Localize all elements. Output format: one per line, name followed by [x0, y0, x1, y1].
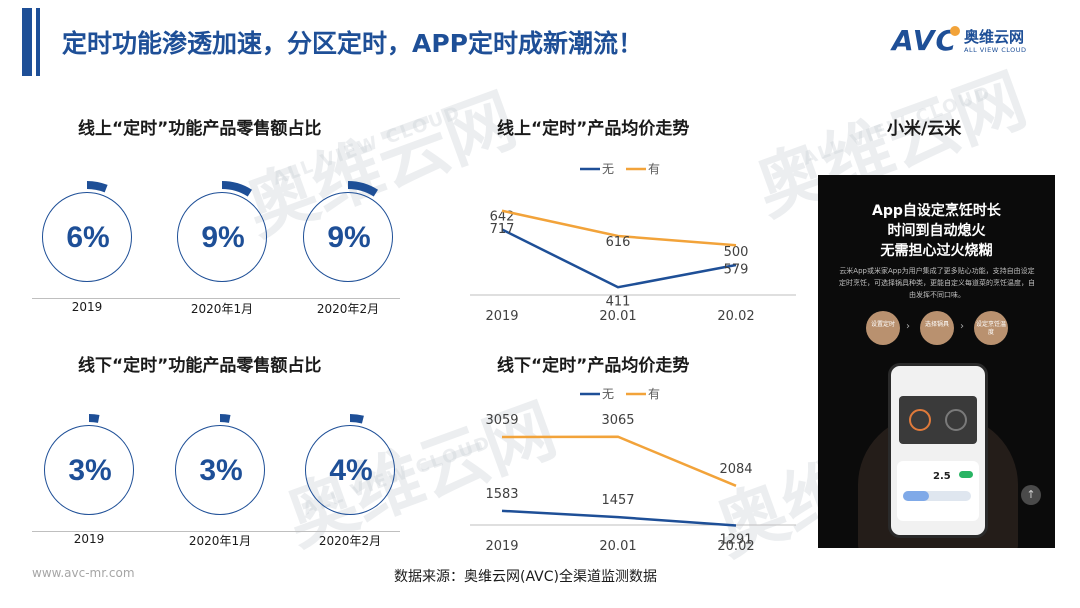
step-set-timer: 设置定时: [866, 311, 900, 345]
x-tick-label: 2019: [485, 539, 518, 554]
legend-label: 无: [602, 162, 614, 176]
footer-source: 数据来源：奥维云网(AVC)全渠道监测数据: [394, 569, 657, 585]
step-set-temp: 设定烹饪温度: [974, 311, 1008, 345]
online-baseline: [32, 298, 400, 299]
data-label: 1291: [719, 532, 752, 547]
online-price-chart: 无有6424115007176165792019 20.01 20.02: [470, 162, 796, 324]
x-tick-label: 2019: [485, 309, 518, 324]
share-value-label: 6%: [66, 221, 110, 254]
share-arc: [86, 181, 108, 193]
online-share-title: 线上“定时”功能产品零售额占比: [78, 119, 322, 139]
legend-label: 有: [648, 387, 660, 401]
period-label: 2020年2月: [316, 302, 380, 316]
headline-line-2: 时间到自动熄火: [887, 223, 986, 239]
scroll-up-icon: ↑: [1021, 485, 1041, 505]
title-accent-bar: [22, 8, 32, 76]
data-label: 3065: [601, 413, 634, 428]
product-image-headline: App自设定烹饪时长 时间到自动熄火 无需担心过火烧糊: [818, 201, 1055, 261]
x-tick-label: 20.01: [599, 539, 636, 554]
step-arrow-icon: ›: [906, 321, 910, 332]
phone-slider: [903, 491, 971, 501]
data-label: 500: [724, 245, 749, 260]
legend-label: 有: [648, 162, 660, 176]
step-choose-pot: 选择锅具: [920, 311, 954, 345]
share-arc: [349, 414, 364, 424]
share-value-label: 4%: [329, 454, 373, 487]
share-donut: 3%: [175, 425, 265, 515]
product-image: App自设定烹饪时长 时间到自动熄火 无需担心过火烧糊 云米App或米家App为…: [818, 175, 1055, 548]
share-donut: 4%: [305, 425, 395, 515]
share-arc: [219, 414, 231, 423]
share-arc-segment: [347, 181, 379, 197]
online-price-title: 线上“定时”产品均价走势: [497, 119, 690, 139]
data-label: 1583: [485, 487, 518, 502]
logo-name-en: ALL VIEW CLOUD: [964, 46, 1027, 54]
offline-baseline: [32, 531, 400, 532]
product-title: 小米/云米: [887, 119, 962, 139]
headline-line-1: App自设定烹饪时长: [872, 203, 1001, 219]
x-tick-label: 20.01: [599, 309, 636, 324]
toggle-icon: [959, 471, 973, 478]
phone-stove-panel: [899, 396, 977, 444]
offline-price-chart: 无 有 1583 1457 1291 3059 3065 2084 2019 20.01 20.02: [470, 387, 796, 554]
data-label: 717: [490, 222, 515, 237]
product-image-description: 云米App或米家App为用户集成了更多贴心功能，支持自由设定定时烹饪，可选择锅具…: [839, 267, 1035, 299]
share-donut: 9%: [177, 192, 267, 282]
period-label: 2020年1月: [190, 302, 254, 316]
share-arc: [88, 414, 100, 423]
period-label: 2019: [73, 532, 105, 546]
series-line-有: [501, 435, 737, 487]
offline-share-title: 线下“定时”功能产品零售额占比: [78, 356, 322, 376]
data-label: 2084: [719, 462, 752, 477]
logo-dot: [950, 26, 960, 36]
burner-right-icon: [945, 409, 967, 431]
headline-line-3: 无需担心过火烧糊: [880, 243, 993, 259]
data-label: 616: [606, 235, 631, 250]
share-donut: 9%: [303, 192, 393, 282]
series-line-有: [501, 209, 737, 247]
page-title: 定时功能渗透加速，分区定时，APP定时成新潮流！: [62, 29, 643, 58]
data-label: 1457: [601, 493, 634, 508]
series-line-无: [501, 228, 737, 289]
period-label: 2020年1月: [188, 534, 252, 548]
share-arc-segment: [221, 181, 253, 197]
series-line-无: [501, 509, 737, 527]
burner-left-icon: [909, 409, 931, 431]
share-arc: [347, 181, 379, 197]
share-value-label: 9%: [327, 221, 371, 254]
share-value-label: 9%: [201, 221, 245, 254]
share-value-label: 3%: [68, 454, 112, 487]
share-donut: 6%: [42, 192, 132, 282]
x-tick-label: 20.02: [717, 309, 754, 324]
data-label: 579: [724, 262, 749, 277]
share-arc: [221, 181, 253, 197]
data-label: 3059: [485, 413, 518, 428]
x-tick-label: 20.02: [717, 539, 754, 554]
data-label: 411: [606, 294, 631, 309]
phone-slider-fill: [903, 491, 929, 501]
footer-url: www.avc-mr.com: [32, 566, 135, 580]
share-arc-segment: [88, 414, 100, 423]
share-arc-segment: [86, 181, 108, 193]
logo-name-cn: 奥维云网: [964, 28, 1025, 46]
phone-timer-panel: 2.5: [897, 461, 979, 521]
step-arrow-icon: ›: [960, 321, 964, 332]
legend-label: 无: [602, 387, 614, 401]
avc-logo: AVC 奥维云网 ALL VIEW CLOUD: [892, 22, 1057, 62]
period-label: 2020年2月: [318, 534, 382, 548]
share-arc-segment: [219, 414, 231, 423]
period-label: 2019: [71, 300, 103, 314]
share-value-label: 3%: [199, 454, 243, 487]
logo-mark: AVC: [892, 24, 957, 57]
share-donut: 3%: [44, 425, 134, 515]
offline-price-title: 线下“定时”产品均价走势: [497, 356, 690, 376]
phone-mockup: 2.5: [888, 363, 988, 538]
title-accent-bar-thin: [36, 8, 40, 76]
phone-timer-value: 2.5: [933, 471, 951, 482]
share-arc-segment: [349, 414, 364, 424]
